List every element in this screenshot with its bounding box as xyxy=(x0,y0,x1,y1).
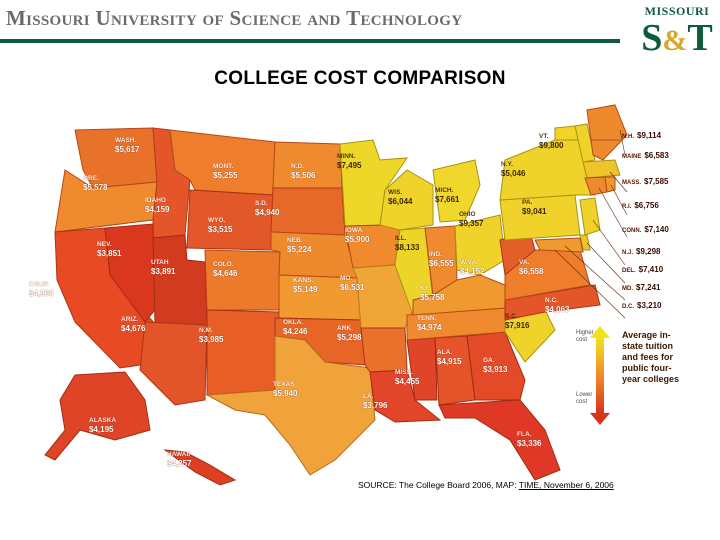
state-north-carolina xyxy=(504,284,601,321)
legend-arrow xyxy=(590,326,610,425)
state-south-dakota xyxy=(270,187,346,236)
state-maryland xyxy=(534,237,584,253)
state-hawaii xyxy=(163,449,237,486)
state-arizona xyxy=(139,321,208,406)
state-label-ore: ORE. $5,578 xyxy=(83,175,108,192)
legend-title: Average in-state tuition and fees for pu… xyxy=(622,330,680,384)
state-new-mexico xyxy=(206,309,280,396)
state-label-ark: ARK. $5,298 xyxy=(337,325,362,342)
state-kentucky xyxy=(412,274,506,316)
state-nevada xyxy=(104,223,156,323)
state-label-wva: W.VA. $4,152 xyxy=(460,259,485,276)
state-massachusetts xyxy=(582,159,621,179)
state-louisiana xyxy=(369,369,442,423)
state-label-kans: KANS. $5,149 xyxy=(293,277,318,294)
callout-nj: N.J. $9,298 xyxy=(622,247,661,256)
us-tuition-map: WASH. $5,617 ORE. $5,578 IDAHO $4,159 MONT.… xyxy=(29,100,705,495)
state-label-sd: S.D. $4,940 xyxy=(255,200,280,217)
callout-md: MD. $7,241 xyxy=(622,283,661,292)
state-label-texas: TEXAS $5,940 xyxy=(273,381,298,398)
state-label-minn: MINN. $7,495 xyxy=(337,153,362,170)
logo-monogram: S&T xyxy=(641,17,713,59)
state-wisconsin xyxy=(379,169,434,231)
callout-ri: R.I. $6,756 xyxy=(622,201,659,210)
state-label-wyo: WYO. $3,515 xyxy=(208,217,233,234)
state-label-sc: S.C. $7,916 xyxy=(505,313,530,330)
state-label-tenn: TENN. $4,974 xyxy=(417,315,442,332)
state-label-okla: OKLA. $4,246 xyxy=(283,319,308,336)
state-label-ky: KY. $5,758 xyxy=(420,285,445,302)
university-logo: MISSOURI S&T xyxy=(640,4,714,64)
page-title: COLLEGE COST COMPARISON xyxy=(214,68,506,89)
state-label-pa: PA. $9,041 xyxy=(522,199,547,216)
state-label-ariz: ARIZ. $4,676 xyxy=(121,316,146,333)
state-label-wis: WIS. $6,044 xyxy=(388,189,413,206)
state-label-ind: IND. $6,555 xyxy=(429,251,454,268)
logo-wordmark: MISSOURI xyxy=(644,4,710,18)
state-colorado xyxy=(204,249,281,311)
callout-mass: MASS. $7,585 xyxy=(622,177,669,186)
source-caption: SOURCE: The College Board 2006, MAP: TIM… xyxy=(358,480,614,490)
state-maine xyxy=(586,104,628,161)
state-label-utah: UTAH $3,891 xyxy=(151,259,176,276)
legend-lower-cost: Lower cost xyxy=(576,392,593,405)
state-label-idaho: IDAHO $4,159 xyxy=(145,197,170,214)
state-florida xyxy=(438,399,561,481)
state-label-ill: ILL. $8,133 xyxy=(395,235,420,252)
state-label-nev: NEV. $3,851 xyxy=(97,241,122,258)
state-label-wash: WASH. $5,617 xyxy=(115,137,140,154)
callout-conn: CONN. $7,140 xyxy=(622,225,669,234)
state-label-mich: MICH. $7,661 xyxy=(435,187,460,204)
state-label-fla: FLA. $3,336 xyxy=(517,431,542,448)
state-label-nc: N.C. $4,063 xyxy=(545,297,570,314)
header-rule xyxy=(0,39,620,43)
map-graphic xyxy=(35,100,705,495)
state-label-nm: N.M. $3,985 xyxy=(199,327,224,344)
state-label-colo: COLO. $4,646 xyxy=(213,261,238,278)
state-label-iowa: IOWA $5,900 xyxy=(345,227,370,244)
northeast-leader-lines xyxy=(554,129,628,319)
state-label-alaska: ALASKA $4,195 xyxy=(89,417,117,434)
callout-nh: N.H. $9,114 xyxy=(622,131,662,140)
callout-del: DEL. $7,410 xyxy=(622,265,664,274)
state-label-mo: MO. $6,531 xyxy=(340,275,365,292)
state-label-ny: N.Y. $5,046 xyxy=(501,161,526,178)
state-label-ohio: OHIO $9,357 xyxy=(459,211,484,228)
state-label-vt: VT. $9,800 xyxy=(539,133,564,150)
state-label-miss: MISS. $4,455 xyxy=(395,369,420,386)
state-label-calif: CALIF. $4,560 xyxy=(29,281,54,298)
state-label-nd: N.D. $5,506 xyxy=(291,163,316,180)
state-arkansas xyxy=(360,327,408,373)
university-title: Missouri University of Science and Techn… xyxy=(6,6,463,30)
state-new-hampshire xyxy=(574,123,596,163)
legend-higher-cost: Higher cost xyxy=(576,330,594,343)
state-label-mont: MONT. $5,255 xyxy=(213,163,238,180)
callout-maine: MAINE $6,583 xyxy=(622,151,669,160)
state-texas xyxy=(205,335,376,476)
state-michigan xyxy=(432,159,481,223)
state-label-ala: ALA. $4,915 xyxy=(437,349,462,366)
state-label-hawaii: HAWAII $4,257 xyxy=(167,451,192,468)
callout-dc: D.C. $3,210 xyxy=(622,301,662,310)
state-label-va: VA. $6,558 xyxy=(519,259,544,276)
map-legend: Higher cost Lower cost Average in-state … xyxy=(576,330,679,440)
state-label-neb: NEB. $5,224 xyxy=(287,237,312,254)
state-label-la: LA. $3,796 xyxy=(363,393,388,410)
state-label-ga: GA. $3,913 xyxy=(483,357,508,374)
state-ohio xyxy=(454,214,506,276)
state-alaska xyxy=(44,371,151,461)
